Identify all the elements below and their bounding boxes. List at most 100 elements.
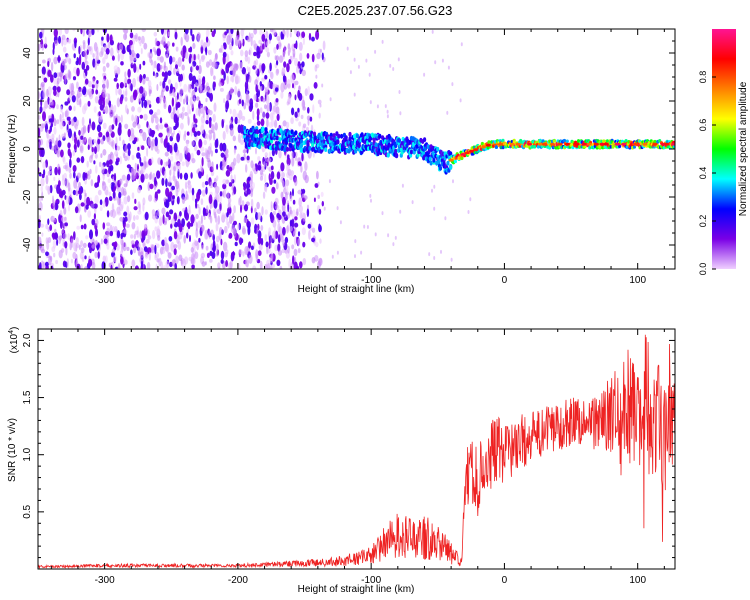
heatmap-cell <box>99 51 104 58</box>
heatmap-cell <box>348 131 352 137</box>
heatmap-cell <box>161 177 165 186</box>
heatmap-cell <box>70 238 74 249</box>
heatmap-cell <box>294 29 298 35</box>
heatmap-cell <box>211 161 214 172</box>
heatmap-cell <box>319 103 322 108</box>
heatmap-cell <box>223 98 226 104</box>
heatmap-cell <box>73 53 76 59</box>
heatmap-cell <box>86 49 89 55</box>
heatmap-cell <box>265 241 269 248</box>
snr-ytick-label: 1.5 <box>22 390 33 404</box>
heatmap-cell <box>103 238 108 244</box>
heatmap-cell <box>147 136 152 147</box>
heatmap-cell <box>188 183 192 193</box>
heatmap-cell <box>275 204 280 211</box>
heatmap-cell <box>213 75 216 81</box>
heatmap-cell <box>153 31 158 37</box>
heatmap-cell <box>46 88 49 98</box>
heatmap-cell <box>480 141 484 146</box>
heatmap-cell <box>501 145 505 150</box>
heatmap-cell <box>283 81 288 90</box>
heatmap-cell <box>139 251 144 259</box>
heatmap-cell <box>195 201 198 209</box>
heatmap-cell <box>38 220 41 229</box>
heatmap-cell <box>238 249 243 255</box>
heatmap-cell <box>176 133 181 143</box>
heatmap-cell <box>265 112 270 119</box>
heatmap-cell <box>38 115 41 120</box>
heatmap-cell <box>120 61 124 66</box>
heatmap-cell <box>312 131 317 137</box>
heatmap-cell <box>311 36 315 42</box>
heatmap-cell <box>99 206 103 212</box>
heatmap-cell <box>225 169 231 177</box>
heatmap-cell <box>259 133 263 139</box>
heatmap-cell <box>277 249 283 256</box>
heatmap-cell <box>611 145 615 149</box>
heatmap-cell <box>173 142 178 153</box>
heatmap-cell <box>56 184 61 195</box>
heatmap-cell <box>244 258 248 267</box>
heatmap-cell <box>436 146 440 152</box>
heatmap-cell <box>346 46 349 51</box>
snr-scale-suffix: ) <box>9 327 20 330</box>
heatmap-cell <box>151 209 156 217</box>
heatmap-cell <box>154 37 158 47</box>
heatmap-cell <box>214 139 218 149</box>
heatmap-cell <box>226 124 229 135</box>
colorbar-tick-label: 0.8 <box>698 71 708 84</box>
heatmap-cell <box>106 210 110 218</box>
heatmap-cell <box>119 204 124 212</box>
heatmap-cell <box>148 51 153 59</box>
colorbar-tick-label: 0.2 <box>698 215 708 228</box>
heatmap-cell <box>392 242 395 247</box>
heatmap-cell <box>282 211 286 217</box>
heatmap-cell <box>230 50 234 56</box>
heatmap-cell <box>185 182 188 190</box>
heatmap-cell <box>139 114 143 119</box>
heatmap-cell <box>119 178 123 185</box>
heatmap-cell <box>292 199 296 205</box>
heatmap-cell <box>126 246 130 251</box>
heatmap-cell <box>169 55 173 65</box>
heatmap-cell <box>292 188 294 197</box>
heatmap-cell <box>134 162 137 172</box>
heatmap-cell <box>250 245 254 251</box>
heatmap-cell <box>170 155 174 162</box>
heatmap-cell <box>53 176 56 181</box>
heatmap-cell <box>163 103 167 110</box>
heatmap-cell <box>351 140 355 146</box>
heatmap-cell <box>215 243 219 252</box>
heatmap-cell <box>214 122 218 131</box>
heatmap-cell <box>223 241 228 252</box>
heatmap-cell <box>307 223 312 229</box>
heatmap-cell <box>169 209 174 215</box>
heatmap-cell <box>146 100 152 105</box>
heatmap-cell <box>76 263 81 269</box>
heatmap-cell <box>78 92 83 98</box>
heatmap-cell <box>133 206 138 211</box>
heatmap-cell <box>39 138 44 146</box>
heatmap-cell <box>76 67 80 77</box>
heatmap-cell <box>353 57 356 62</box>
heatmap-cell <box>63 58 67 64</box>
heatmap-cell <box>212 240 216 249</box>
heatmap-cell <box>173 67 176 75</box>
heatmap-cell <box>271 148 275 157</box>
heatmap-cell <box>40 223 45 228</box>
heatmap-cell <box>306 208 310 218</box>
heatmap-cell <box>83 68 87 73</box>
heatmap-cell <box>94 194 99 205</box>
heatmap-cell <box>264 104 267 110</box>
heatmap-cell <box>159 81 162 87</box>
heatmap-cell <box>140 96 145 102</box>
heatmap-cell <box>224 31 228 36</box>
heatmap-cell <box>249 170 254 180</box>
heatmap-cell <box>207 146 212 155</box>
heatmap-cell <box>189 96 193 106</box>
heatmap-cell <box>80 263 83 269</box>
heatmap-cell <box>348 136 352 142</box>
heatmap-cell <box>186 229 189 234</box>
heatmap-cell <box>220 44 224 54</box>
heatmap-cell <box>130 234 134 239</box>
